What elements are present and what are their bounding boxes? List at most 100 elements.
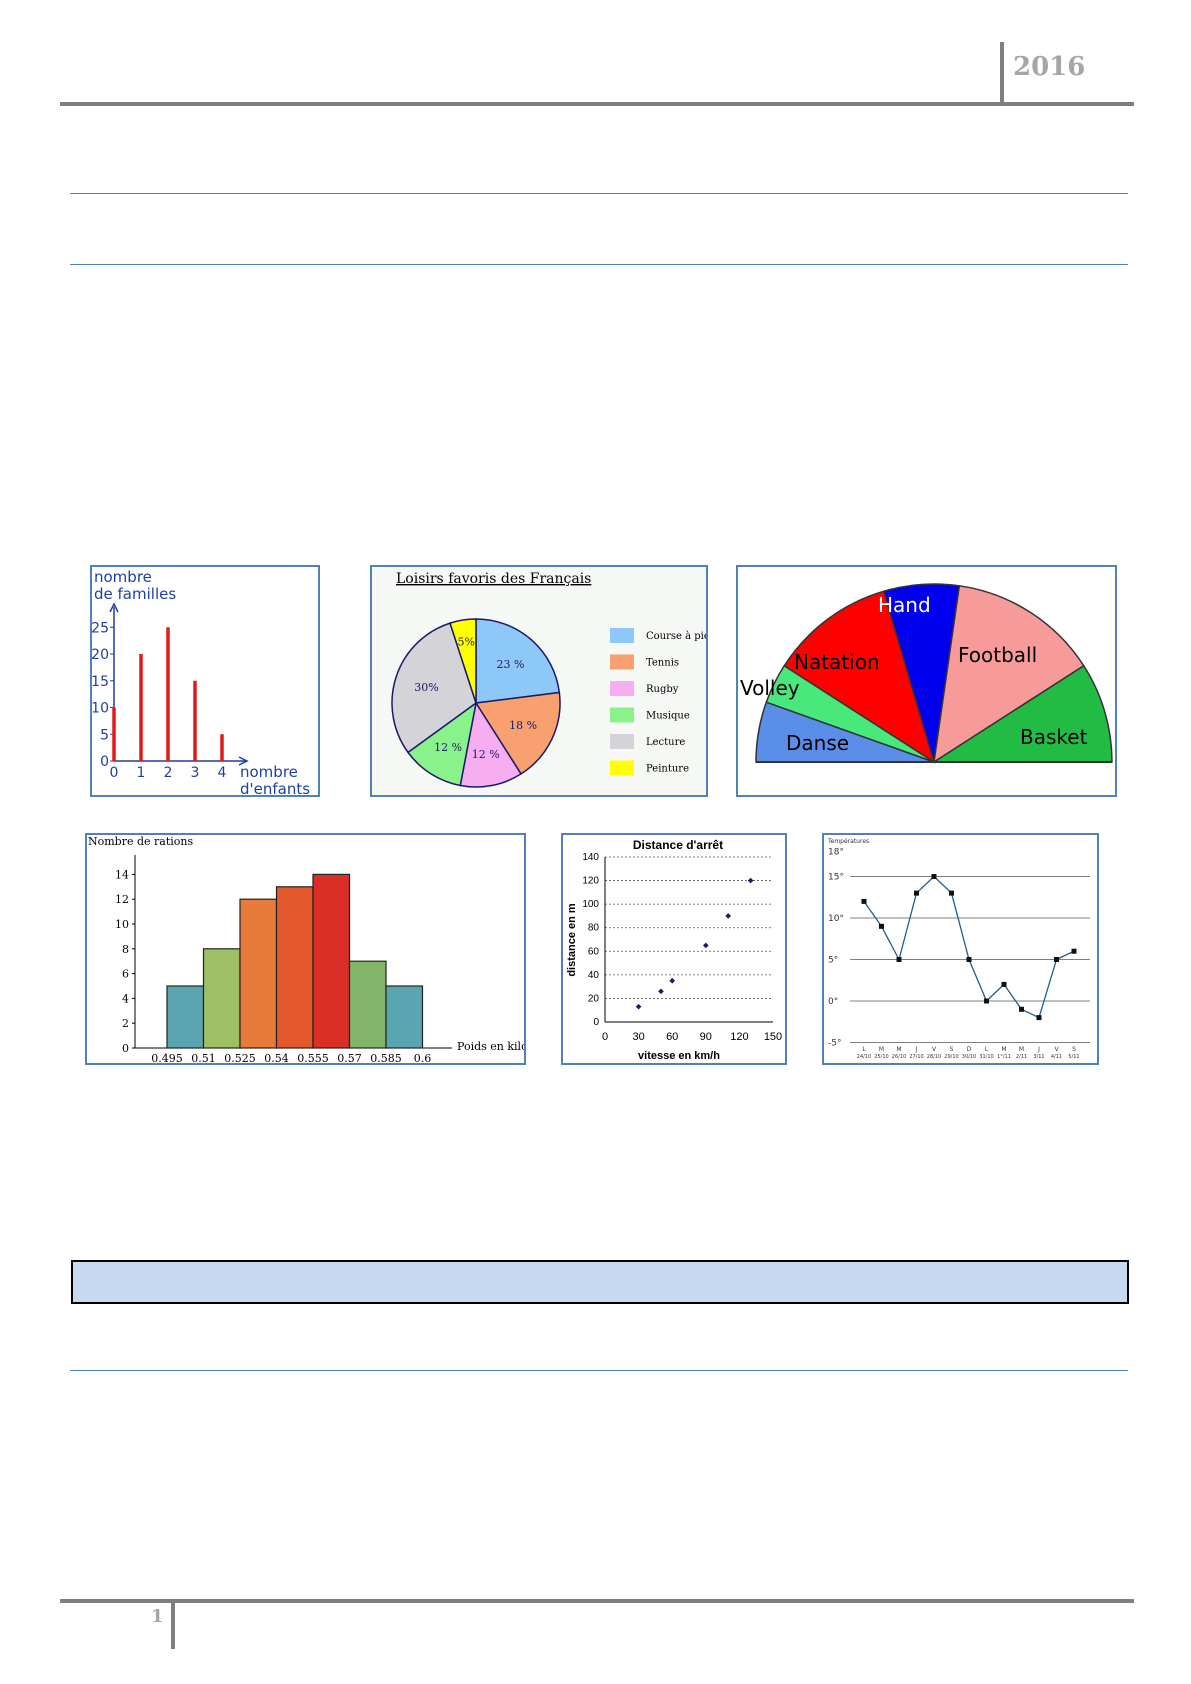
y-tick-label: 5 xyxy=(100,727,109,743)
y-tick-label: 12 xyxy=(115,893,129,906)
x-date-label: 5/11 xyxy=(1068,1054,1079,1060)
x-date-label: 31/10 xyxy=(979,1054,993,1060)
legend-label: Peinture xyxy=(646,764,689,775)
x-tick-label: 0.585 xyxy=(370,1052,402,1063)
y-tick-label: 4 xyxy=(122,992,129,1005)
y-tick-label: 15° xyxy=(828,873,844,883)
chart-rations-panel: Nombre de rations 0 2 4 6 8 10 12 14 0.495 0.51 0.5… xyxy=(85,833,526,1065)
x-tick-label: 3 xyxy=(191,765,200,781)
section-rule-1 xyxy=(70,193,1128,194)
page-number: 1 xyxy=(151,1606,164,1627)
x-tick-label: 0 xyxy=(110,765,119,781)
y-tick-label: 14 xyxy=(115,868,129,881)
sector-label: Hand xyxy=(878,593,931,617)
x-day-label: V xyxy=(1054,1046,1059,1053)
x-tick-label: 4 xyxy=(218,765,227,781)
data-point xyxy=(1054,957,1059,962)
legend-swatch xyxy=(610,760,634,776)
legend-swatch xyxy=(610,628,634,643)
y-axis-label: Températures xyxy=(827,838,869,845)
legend-swatch xyxy=(610,734,634,749)
x-day-label: S xyxy=(1072,1046,1076,1053)
x-date-label: 24/10 xyxy=(857,1054,871,1060)
temperature-line xyxy=(863,875,1075,1019)
pie-slice-label: 18 % xyxy=(509,719,537,732)
data-point xyxy=(1019,1006,1024,1012)
x-day-label: M xyxy=(1019,1046,1024,1053)
chart-rations: Nombre de rations 0 2 4 6 8 10 12 14 0.495 0.51 0.5… xyxy=(88,835,524,1063)
y-tick-label: 60 xyxy=(588,946,600,957)
y-tick-label: 20 xyxy=(92,647,109,663)
y-tick-label: 20 xyxy=(588,993,600,1004)
pie-slice-label: 5% xyxy=(458,636,475,649)
x-axis-label: vitesse en km/h xyxy=(638,1050,720,1062)
x-day-label: J xyxy=(915,1046,918,1053)
footer-number-divider xyxy=(171,1601,175,1649)
x-axis-label: d'enfants xyxy=(240,780,310,795)
histogram-bar xyxy=(239,898,278,1049)
x-tick-label: 1 xyxy=(137,765,146,781)
x-day-label: L xyxy=(985,1046,989,1053)
x-tick-label: 0.495 xyxy=(151,1052,183,1063)
chart-title: Distance d'arrêt xyxy=(633,838,723,852)
legend-label: Lecture xyxy=(646,737,685,748)
x-tick-label: 2 xyxy=(164,765,173,781)
section-rule-3 xyxy=(70,1370,1128,1371)
pie-slice xyxy=(459,700,523,788)
x-tick-label: 150 xyxy=(764,1031,782,1043)
x-date-label: 27/10 xyxy=(909,1054,923,1060)
x-day-label: V xyxy=(932,1046,937,1053)
y-tick-label: 0 xyxy=(593,1017,599,1028)
chart-title: Loisirs favoris des Français xyxy=(396,571,591,587)
x-axis-arrow xyxy=(238,756,249,766)
y-axis-arrow xyxy=(109,602,119,613)
legend-label: Course à pied xyxy=(646,631,706,642)
legend-swatch xyxy=(610,707,634,723)
y-tick-label: 0 xyxy=(122,1042,129,1055)
x-date-label: 1°/11 xyxy=(997,1054,1011,1060)
data-point xyxy=(725,913,732,919)
sector xyxy=(783,590,936,764)
histogram-bar xyxy=(202,948,241,1049)
y-tick-label: 120 xyxy=(582,876,599,887)
chart-leisure-panel: Loisirs favoris des Français 23 % 18 % 12 %… xyxy=(370,565,708,797)
header-year-divider xyxy=(1000,42,1004,104)
y-tick-label: 80 xyxy=(588,923,600,934)
y-tick-label: 0° xyxy=(828,997,838,1007)
y-tick-label: -5° xyxy=(828,1039,841,1049)
histogram-bar xyxy=(166,985,205,1049)
pie-slice xyxy=(406,701,478,787)
pie-slice xyxy=(475,618,561,704)
sector xyxy=(931,664,1113,763)
sector-label: Natation xyxy=(794,650,880,674)
y-tick-label: 10 xyxy=(115,918,129,931)
pie-slice-label: 30% xyxy=(414,681,438,694)
x-tick-label: 90 xyxy=(700,1031,712,1043)
chart-temperature-panel: Températures -5° 0° 5° 10° 15° 18° L 24/10 M 25/10… xyxy=(822,833,1099,1065)
chart-leisure: Loisirs favoris des Français 23 % 18 % 12 %… xyxy=(372,567,706,795)
x-date-label: 28/10 xyxy=(927,1054,941,1060)
histogram-bar xyxy=(312,873,351,1049)
data-point xyxy=(984,998,989,1004)
x-tick-label: 0.54 xyxy=(264,1052,289,1063)
x-tick-label: 0 xyxy=(602,1031,608,1043)
sector-label: Football xyxy=(958,643,1037,667)
y-tick-label: 15 xyxy=(92,674,109,690)
y-axis-label: nombre xyxy=(94,568,152,586)
y-tick-label: 6 xyxy=(122,968,129,981)
y-axis-label: distance en m xyxy=(566,903,578,977)
histogram-bar xyxy=(275,886,314,1049)
sector-label: Basket xyxy=(1020,725,1088,749)
y-tick-label: 8 xyxy=(122,943,129,956)
histogram-bar xyxy=(348,960,387,1049)
y-axis-label: Nombre de rations xyxy=(88,835,193,848)
x-date-label: 26/10 xyxy=(892,1054,906,1060)
x-tick-label: 60 xyxy=(666,1031,678,1043)
sector xyxy=(933,584,1085,764)
x-day-label: J xyxy=(1037,1046,1040,1053)
chart-stopping-panel: Distance d'arrêt 0 20 40 60 80 100 120 140 0 30 60 9… xyxy=(561,833,787,1065)
footer-rule xyxy=(60,1599,1134,1603)
x-date-label: 25/10 xyxy=(874,1054,888,1060)
